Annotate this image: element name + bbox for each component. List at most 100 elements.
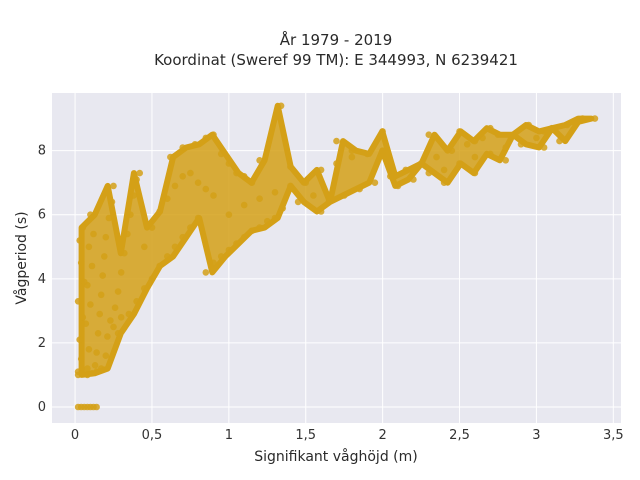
data-point — [187, 169, 194, 177]
data-point — [202, 269, 210, 276]
data-point — [167, 153, 174, 161]
data-point — [440, 166, 448, 174]
data-point — [340, 192, 348, 199]
data-point — [171, 243, 179, 251]
data-point — [179, 173, 186, 180]
data-point — [256, 195, 263, 202]
data-point — [402, 166, 410, 174]
data-point — [127, 211, 134, 218]
data-point — [110, 323, 117, 331]
data-point — [277, 102, 285, 110]
data-point — [240, 233, 248, 241]
y-tick-label: 8 — [38, 144, 46, 159]
data-point — [387, 173, 394, 180]
data-point — [310, 192, 317, 199]
data-point — [271, 189, 279, 196]
data-point — [148, 275, 156, 283]
data-point — [556, 137, 563, 145]
data-point — [502, 157, 510, 164]
data-point — [487, 124, 494, 132]
data-point — [194, 179, 202, 186]
y-axis-label: Vågperiod (s) — [13, 211, 30, 304]
data-point — [125, 310, 133, 318]
x-tick-label: 3 — [532, 428, 540, 443]
data-point — [417, 160, 425, 167]
data-point — [502, 144, 510, 151]
data-point — [133, 176, 140, 183]
data-point — [194, 214, 202, 222]
data-point — [271, 214, 279, 222]
data-point — [317, 166, 325, 174]
y-axis-ticks: 0 2 4 6 8 — [38, 144, 46, 415]
data-point — [456, 128, 463, 135]
data-point — [294, 198, 302, 206]
data-point — [87, 301, 94, 308]
data-point — [164, 195, 171, 202]
data-point — [114, 288, 122, 295]
data-point — [425, 131, 433, 138]
data-point — [94, 330, 102, 337]
data-point — [225, 211, 233, 218]
chart-title: År 1979 - 2019 — [280, 30, 393, 49]
data-point — [179, 144, 186, 151]
data-point — [317, 208, 325, 215]
data-point — [440, 179, 448, 186]
data-point — [156, 208, 163, 215]
x-tick-label: 0 — [71, 428, 79, 443]
x-tick-label: 2 — [378, 428, 386, 443]
data-point — [487, 150, 494, 158]
data-point — [433, 153, 440, 161]
data-point — [107, 317, 114, 324]
data-point — [87, 211, 94, 218]
x-axis-ticks: 0 0,5 1 1,5 2 2,5 3 3,5 — [71, 428, 624, 443]
data-point — [82, 320, 90, 328]
data-point — [379, 128, 386, 135]
data-point — [540, 128, 548, 135]
data-point — [117, 314, 125, 321]
data-point — [264, 217, 271, 225]
y-tick-label: 4 — [38, 272, 46, 287]
data-point — [156, 262, 163, 270]
data-point — [510, 131, 517, 138]
data-point — [117, 269, 125, 276]
x-axis-label: Signifikant våghöjd (m) — [254, 448, 417, 465]
data-point — [202, 134, 210, 142]
data-point — [571, 118, 579, 126]
data-point — [425, 169, 433, 177]
data-point — [463, 141, 471, 148]
data-point — [348, 147, 356, 154]
data-point — [202, 185, 210, 193]
data-point — [333, 160, 340, 167]
y-tick-label: 0 — [38, 400, 46, 415]
y-tick-label: 2 — [38, 336, 46, 351]
data-point — [187, 224, 194, 231]
data-point — [136, 169, 143, 177]
data-point — [579, 115, 586, 122]
data-point — [141, 243, 148, 251]
data-point — [325, 198, 333, 206]
x-tick-label: 3,5 — [603, 428, 624, 443]
data-point — [456, 160, 463, 167]
data-point — [287, 163, 294, 170]
data-point — [533, 134, 540, 142]
data-point — [210, 192, 217, 199]
data-point — [233, 169, 240, 177]
data-point — [101, 253, 108, 260]
data-point — [517, 141, 525, 148]
data-point — [256, 157, 263, 164]
y-tick-label: 6 — [38, 208, 46, 223]
data-point — [79, 314, 87, 321]
data-point — [410, 176, 417, 183]
data-points — [74, 102, 599, 411]
data-point — [248, 179, 256, 186]
data-point — [79, 224, 87, 231]
data-point — [88, 262, 96, 270]
data-point — [77, 355, 85, 363]
data-point — [302, 179, 310, 186]
data-point — [84, 365, 91, 372]
data-point — [121, 249, 128, 257]
data-point — [171, 182, 179, 190]
data-point — [91, 362, 99, 369]
data-point — [97, 365, 105, 372]
data-point — [96, 310, 103, 318]
